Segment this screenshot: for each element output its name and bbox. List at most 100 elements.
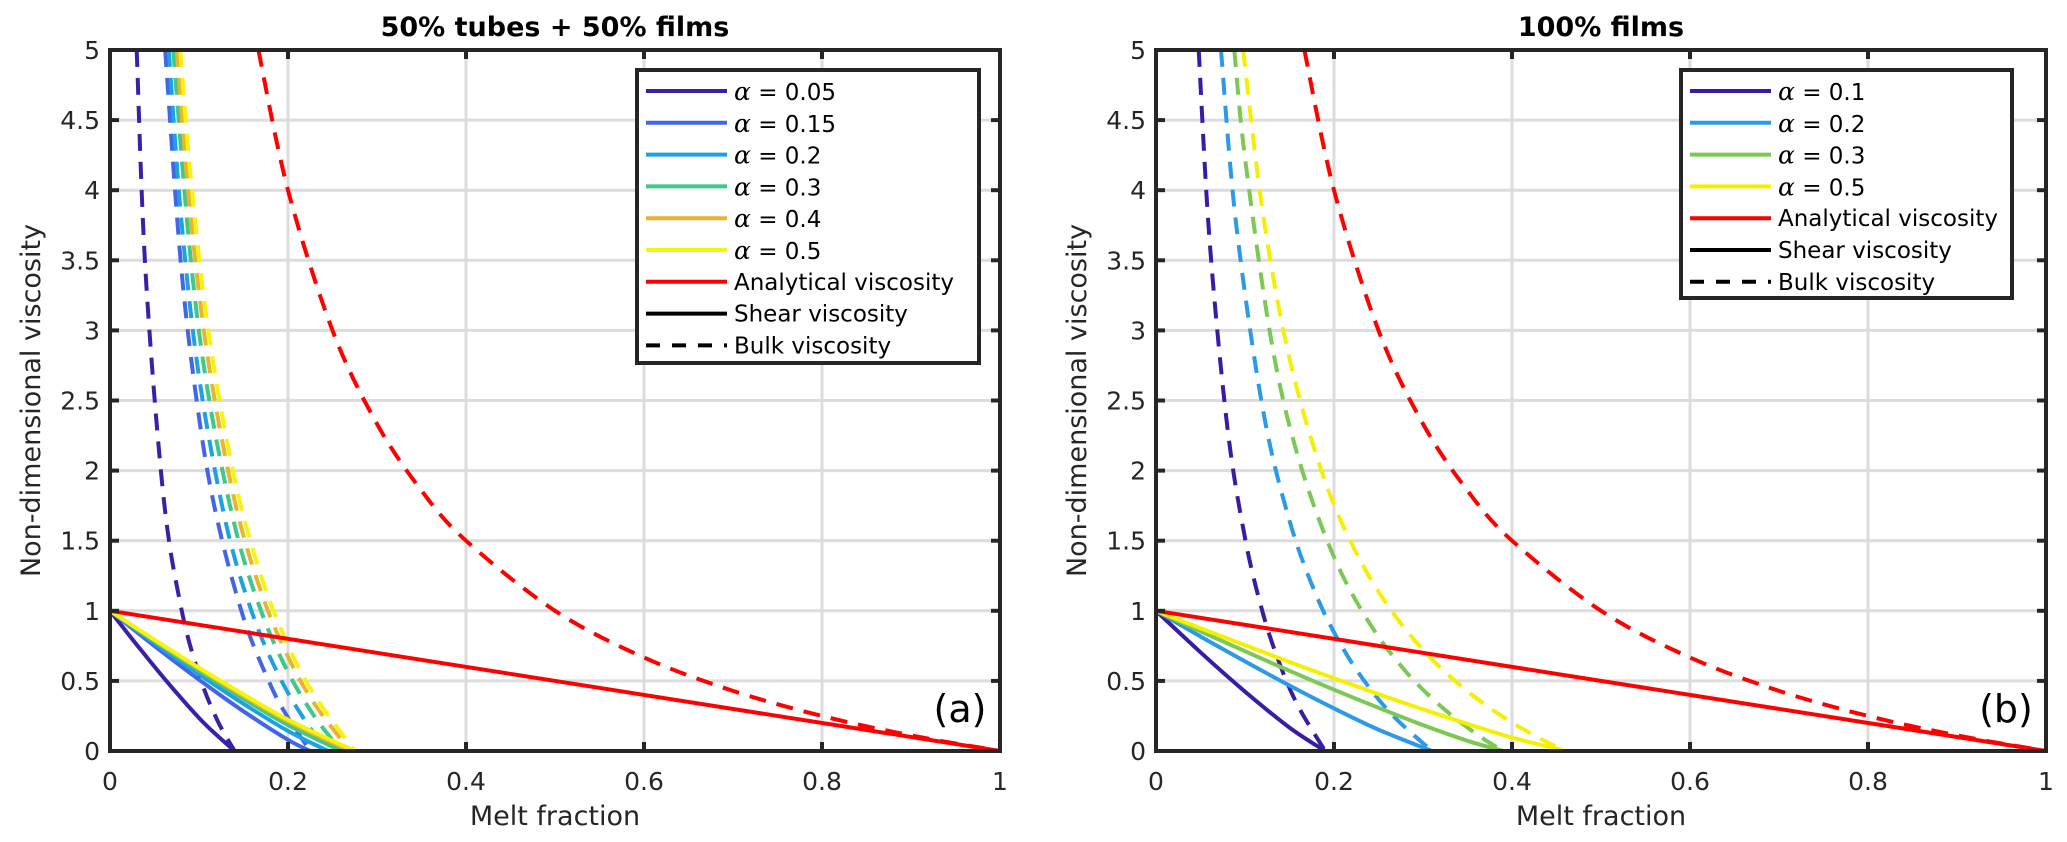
legend-item: α = 0.2 (1690, 109, 1865, 138)
legend-item: α = 0.15 (646, 109, 836, 138)
alpha-symbol: α (734, 141, 751, 170)
y-tick-label: 0 (1130, 737, 1146, 766)
legend-label: Bulk viscosity (734, 333, 891, 359)
y-tick-label: 0 (84, 737, 100, 766)
legend-alpha-value: = 0.2 (1795, 112, 1865, 138)
y-tick-label: 1 (1130, 597, 1146, 626)
y-axis-label: Non-dimensional viscosity (1062, 224, 1093, 577)
x-tick-label: 0 (102, 767, 118, 796)
legend-alpha-value: = 0.3 (751, 175, 821, 201)
series-alpha-0.2-bulk-line (166, 49, 330, 753)
legend-item: Bulk viscosity (646, 333, 891, 359)
series-alpha-0.5-shear-line (108, 609, 1000, 753)
axes-frame (1154, 48, 2048, 753)
y-tick-label: 4.5 (1106, 106, 1146, 135)
subplot-a: 0 0.2 0.4 0.6 0.8 1 0 0.5 1 1.5 2 2.5 3 3.5 4 4.5 5 Melt … (16, 12, 1008, 832)
panel-label: (b) (1979, 687, 2033, 731)
y-tick-label: 4.5 (60, 106, 100, 135)
x-tick-label: 0.8 (802, 767, 842, 796)
series-analytical-shear-line (109, 608, 1001, 753)
x-tick-label: 1 (992, 767, 1008, 796)
axes-frame (108, 48, 1002, 753)
series-alpha-0.3-bulk-line (171, 49, 343, 753)
legend-box (1679, 68, 2014, 300)
series-alpha-0.3-shear-line (1155, 608, 2046, 753)
y-tick-label: 4 (1130, 176, 1146, 205)
series-alpha-0.3-bulk-line (1232, 49, 1505, 753)
x-tick-label: 1 (2038, 767, 2054, 796)
legend: α = 0.05α = 0.15α = 0.2α = 0.3α = 0.4α =… (635, 68, 981, 365)
x-tick-label: 0 (1148, 767, 1164, 796)
y-tick-label: 2 (1130, 457, 1146, 486)
x-axis-label: Melt fraction (1516, 801, 1686, 832)
legend-label: α = 0.3 (1778, 141, 1865, 170)
legend-alpha-value: = 0.4 (751, 207, 821, 233)
y-tick-label: 1.5 (1106, 527, 1146, 556)
legend-label: Analytical viscosity (1778, 206, 1998, 232)
legend-label: α = 0.05 (734, 77, 836, 106)
legend-label: α = 0.2 (734, 141, 821, 170)
series-group (1154, 49, 2047, 753)
legend-item: α = 0.3 (1690, 141, 1865, 170)
x-axis-label: Melt fraction (470, 801, 640, 832)
alpha-symbol: α (1778, 172, 1795, 201)
series-alpha-0.4-bulk-line (174, 49, 352, 753)
legend-alpha-value: = 0.05 (751, 80, 836, 106)
y-tick-label: 1.5 (60, 527, 100, 556)
legend-label: α = 0.15 (734, 109, 836, 138)
legend-label: α = 0.5 (1778, 172, 1865, 201)
alpha-symbol: α (734, 109, 751, 138)
y-tick-label: 1 (84, 597, 100, 626)
legend-item: Shear viscosity (646, 302, 908, 328)
series-alpha-0.05-shear-line (108, 609, 1000, 753)
chart-title: 100% films (1518, 12, 1684, 43)
series-alpha-0.2-shear-line (1154, 609, 2046, 753)
legend-item: α = 0.4 (646, 204, 821, 233)
alpha-symbol: α (734, 172, 751, 201)
series-alpha-0.15-bulk-line (163, 49, 312, 753)
y-tick-label: 5 (1130, 36, 1146, 65)
x-tick-label: 0.2 (268, 767, 308, 796)
y-axis-label: Non-dimensional viscosity (16, 224, 47, 577)
series-alpha-0.5-bulk-line (178, 49, 357, 753)
series-alpha-0.2-bulk-line (1219, 49, 1434, 753)
legend-item: Analytical viscosity (1690, 206, 1998, 232)
alpha-symbol: α (1778, 109, 1795, 138)
series-alpha-0.1-bulk-line (1196, 49, 1327, 753)
y-tick-label: 5 (84, 36, 100, 65)
y-tick-label: 3 (1130, 316, 1146, 345)
x-tick-label: 0.6 (624, 767, 664, 796)
legend-alpha-value: = 0.1 (1795, 80, 1865, 106)
legend-item: Analytical viscosity (646, 270, 954, 296)
y-tick-label: 3.5 (1106, 246, 1146, 275)
y-tick-label: 4 (84, 176, 100, 205)
alpha-symbol: α (734, 236, 751, 265)
subplot-b: 0 0.2 0.4 0.6 0.8 1 0 0.5 1 1.5 2 2.5 3 3.5 4 4.5 5 Melt … (1062, 12, 2054, 832)
series-alpha-0.1-shear-line (1154, 609, 2046, 753)
alpha-symbol: α (1778, 77, 1795, 106)
legend-alpha-value: = 0.15 (751, 112, 836, 138)
legend-alpha-value: = 0.5 (1795, 175, 1865, 201)
legend-label: Shear viscosity (1778, 238, 1952, 264)
legend-label: Shear viscosity (734, 302, 908, 328)
y-tick-label: 0.5 (1106, 667, 1146, 696)
series-analytical-shear-line (1155, 608, 2047, 753)
legend-item: α = 0.5 (646, 236, 821, 265)
y-tick-label: 0.5 (60, 667, 100, 696)
legend-label: Bulk viscosity (1778, 270, 1935, 296)
y-tick-label: 3.5 (60, 246, 100, 275)
y-tick-label: 2 (84, 457, 100, 486)
legend-item: α = 0.3 (646, 172, 821, 201)
legend-item: Bulk viscosity (1690, 270, 1935, 296)
legend-alpha-value: = 0.2 (751, 144, 821, 170)
series-group (108, 49, 1001, 753)
legend-item: Shear viscosity (1690, 238, 1952, 264)
alpha-symbol: α (734, 204, 751, 233)
alpha-symbol: α (734, 77, 751, 106)
legend-item: α = 0.2 (646, 141, 821, 170)
legend-label: α = 0.2 (1778, 109, 1865, 138)
series-alpha-0.05-bulk-line (134, 49, 237, 752)
series-analytical-bulk-line (1302, 49, 2047, 753)
series-analytical-bulk-line (256, 49, 1001, 753)
